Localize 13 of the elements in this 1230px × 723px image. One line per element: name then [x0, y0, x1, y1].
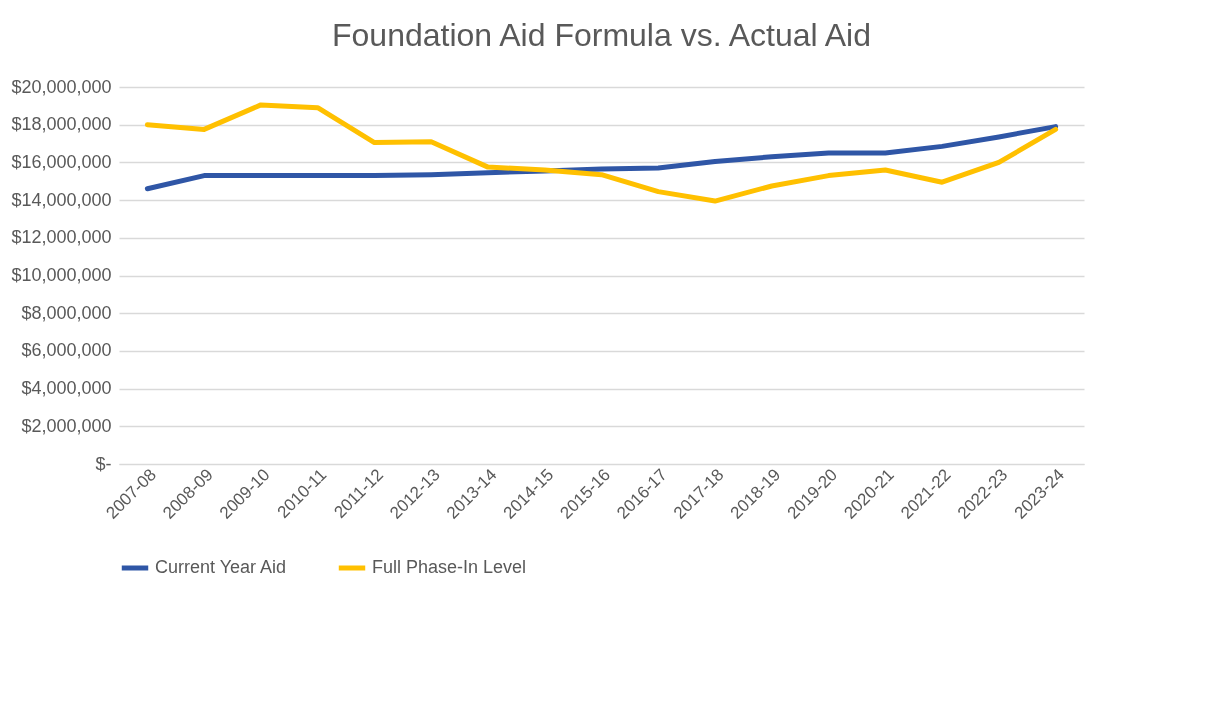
legend-label: Full Phase-In Level: [372, 557, 527, 577]
y-tick-label: $10,000,000: [11, 265, 112, 285]
chart-title: Foundation Aid Formula vs. Actual Aid: [332, 17, 871, 53]
legend-label: Current Year Aid: [155, 557, 287, 577]
y-tick-label: $12,000,000: [11, 227, 112, 248]
y-tick-label: $4,000,000: [21, 378, 112, 399]
y-tick-label: $6,000,000: [21, 340, 112, 361]
y-tick-label: $16,000,000: [11, 151, 112, 172]
y-tick-label: $20,000,000: [11, 76, 112, 97]
y-tick-label: $8,000,000: [21, 302, 112, 323]
y-tick-label: $18,000,000: [11, 114, 112, 135]
y-tick-label: $2,000,000: [21, 415, 112, 436]
y-tick-label: $14,000,000: [11, 189, 112, 210]
